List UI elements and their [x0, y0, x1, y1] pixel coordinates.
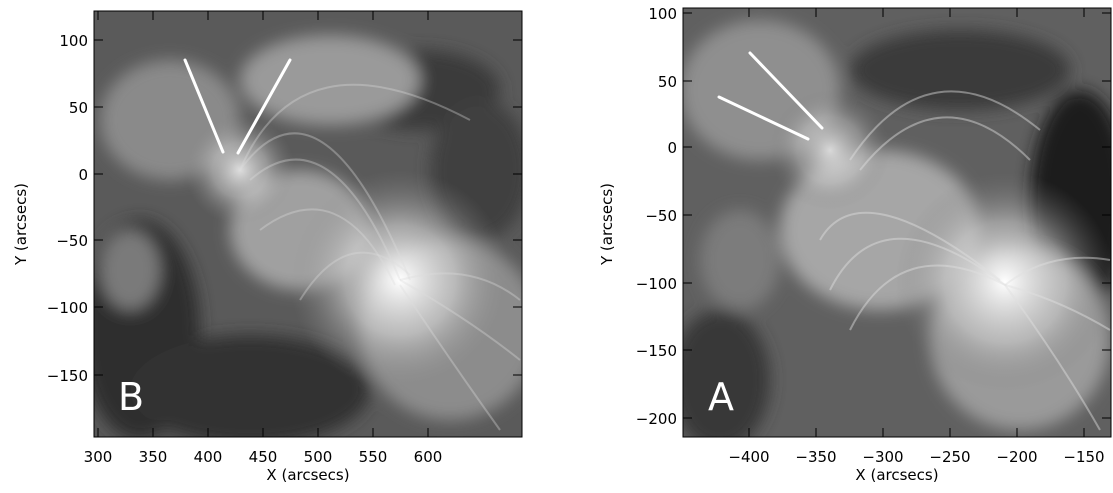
- y-tick-label: −150: [636, 342, 677, 360]
- panel-a: A X (arcsecs) Y (arcsecs) −400 −350 −300…: [598, 5, 1112, 484]
- trajectory-lines: [717, 51, 824, 141]
- x-tick-label: −400: [728, 448, 769, 466]
- x-tick-label: 350: [139, 448, 168, 466]
- y-tick-label: −200: [636, 410, 677, 428]
- x-tick-label: −200: [996, 448, 1037, 466]
- x-tick-label: 500: [304, 448, 333, 466]
- y-tick-label: 50: [658, 73, 677, 91]
- y-tick-label: 0: [667, 139, 677, 157]
- panel-a-y-tick-labels: 100 50 0 −50 −100 −150 −200: [636, 5, 677, 428]
- panel-b-frame: [93, 10, 523, 438]
- panel-a-x-tick-labels: −400 −350 −300 −250 −200 −150: [728, 448, 1104, 466]
- panel-b-xlabel: X (arcsecs): [266, 466, 349, 484]
- panel-b-ylabel: Y (arcsecs): [12, 183, 30, 266]
- y-tick-label: 50: [69, 99, 88, 117]
- x-tick-label: −300: [862, 448, 903, 466]
- y-tick-label: 100: [59, 32, 88, 50]
- panel-b-letter: B: [118, 375, 144, 419]
- panel-a-letter: A: [708, 375, 734, 419]
- x-tick-label: −250: [929, 448, 970, 466]
- bright-loop-footpoint: [895, 172, 1111, 392]
- y-tick-label: −50: [56, 232, 88, 250]
- panel-a-ylabel: Y (arcsecs): [598, 183, 616, 266]
- panel-a-ticks: [683, 8, 1111, 437]
- panel-b: B X (arcsecs) Y (arcsecs) 300 350 400 45…: [12, 10, 523, 484]
- panel-a-frame: [682, 7, 1112, 438]
- x-tick-label: 550: [359, 448, 388, 466]
- y-tick-label: −50: [645, 207, 677, 225]
- panel-a-xlabel: X (arcsecs): [855, 466, 938, 484]
- bright-loop-footpoint: [290, 170, 510, 390]
- panel-a-image: [683, 8, 1111, 437]
- bright-region: [770, 90, 890, 210]
- y-tick-label: 100: [648, 5, 677, 23]
- x-tick-label: 400: [194, 448, 223, 466]
- panel-b-x-tick-labels: 300 350 400 450 500 550 600: [84, 448, 443, 466]
- trajectory-lines: [183, 58, 292, 155]
- y-tick-label: −100: [47, 299, 88, 317]
- panel-b-ticks: [94, 11, 522, 437]
- bright-region: [185, 115, 295, 225]
- panel-b-image: [94, 11, 522, 437]
- x-tick-label: 600: [414, 448, 443, 466]
- x-tick-label: 300: [84, 448, 113, 466]
- panel-b-y-tick-labels: 100 50 0 −50 −100 −150: [47, 32, 88, 385]
- y-tick-label: −150: [47, 367, 88, 385]
- y-tick-label: 0: [78, 166, 88, 184]
- x-tick-label: −350: [795, 448, 836, 466]
- x-tick-label: 450: [249, 448, 278, 466]
- y-tick-label: −100: [636, 275, 677, 293]
- x-tick-label: −150: [1063, 448, 1104, 466]
